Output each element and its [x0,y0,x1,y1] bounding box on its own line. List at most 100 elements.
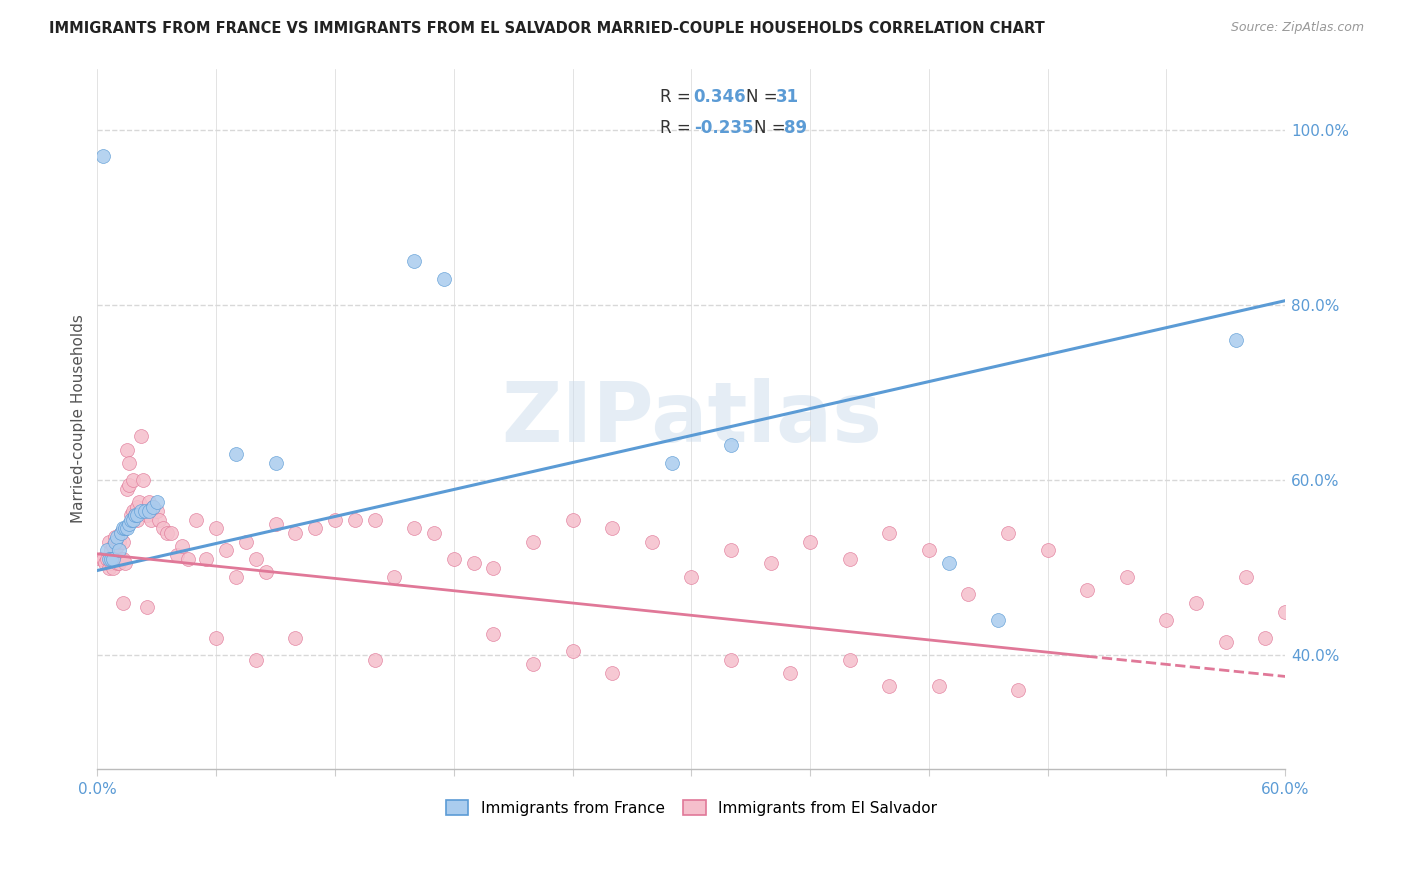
Point [166,548,188,562]
Point [205,631,228,645]
Legend: Immigrants from France, Immigrants from El Salvador: Immigrants from France, Immigrants from … [436,790,946,825]
Point [114,521,136,535]
Point [152,521,174,535]
Text: 0.346: 0.346 [693,87,747,105]
Point [91,552,114,566]
Point [172,539,194,553]
Point [1076,582,1098,597]
Point [98,561,121,575]
Point [124,508,146,523]
Point [100,557,122,571]
Point [104,552,127,566]
Point [112,534,135,549]
Point [245,552,267,566]
Point [482,626,505,640]
Point [404,254,426,268]
Point [522,534,544,549]
Point [1274,605,1296,619]
Point [987,614,1010,628]
Point [1254,631,1277,645]
Point [125,500,148,514]
Point [463,557,485,571]
Text: N =: N = [747,87,783,105]
Point [103,552,125,566]
Point [1007,683,1029,698]
Point [110,552,132,566]
Point [112,552,135,566]
Point [264,516,287,531]
Point [284,525,307,540]
Point [304,521,326,535]
Point [159,525,181,540]
Point [264,456,287,470]
Y-axis label: Married-couple Households: Married-couple Households [72,315,86,524]
Point [138,495,160,509]
Point [382,569,405,583]
Point [215,543,238,558]
Point [1215,635,1237,649]
Point [918,543,941,558]
Text: 89: 89 [785,120,807,137]
Point [363,653,385,667]
Point [129,504,152,518]
Point [103,561,125,575]
Point [100,552,122,566]
Point [661,456,683,470]
Point [323,513,346,527]
Point [838,552,860,566]
Point [799,534,821,549]
Point [245,653,267,667]
Text: IMMIGRANTS FROM FRANCE VS IMMIGRANTS FROM EL SALVADOR MARRIED-COUPLE HOUSEHOLDS : IMMIGRANTS FROM FRANCE VS IMMIGRANTS FRO… [49,21,1045,36]
Point [112,521,135,535]
Point [482,561,505,575]
Point [205,521,228,535]
Point [561,513,583,527]
Point [90,552,112,566]
Point [600,665,623,680]
Point [114,557,136,571]
Point [115,521,138,535]
Point [98,534,121,549]
Point [997,525,1019,540]
Point [156,525,179,540]
Point [91,149,114,163]
Point [1115,569,1137,583]
Text: R =: R = [661,87,696,105]
Point [1156,614,1178,628]
Point [104,534,127,549]
Point [118,516,141,531]
Point [110,525,132,540]
Point [720,543,742,558]
Point [96,552,118,566]
Point [148,513,170,527]
Point [118,477,141,491]
Point [1185,596,1208,610]
Point [96,543,118,558]
Point [1234,569,1257,583]
Point [254,565,277,579]
Point [122,513,145,527]
Point [1294,631,1316,645]
Point [938,557,960,571]
Text: -0.235: -0.235 [693,120,754,137]
Point [928,679,950,693]
Point [125,513,148,527]
Point [129,429,152,443]
Point [120,513,142,527]
Point [195,552,218,566]
Point [145,495,167,509]
Point [720,653,742,667]
Point [112,596,135,610]
Text: N =: N = [754,120,792,137]
Point [125,508,148,523]
Point [142,500,165,514]
Point [122,504,145,518]
Point [103,539,125,553]
Point [759,557,782,571]
Point [138,504,160,518]
Point [104,530,127,544]
Point [561,644,583,658]
Point [100,543,122,558]
Point [779,665,801,680]
Point [433,272,456,286]
